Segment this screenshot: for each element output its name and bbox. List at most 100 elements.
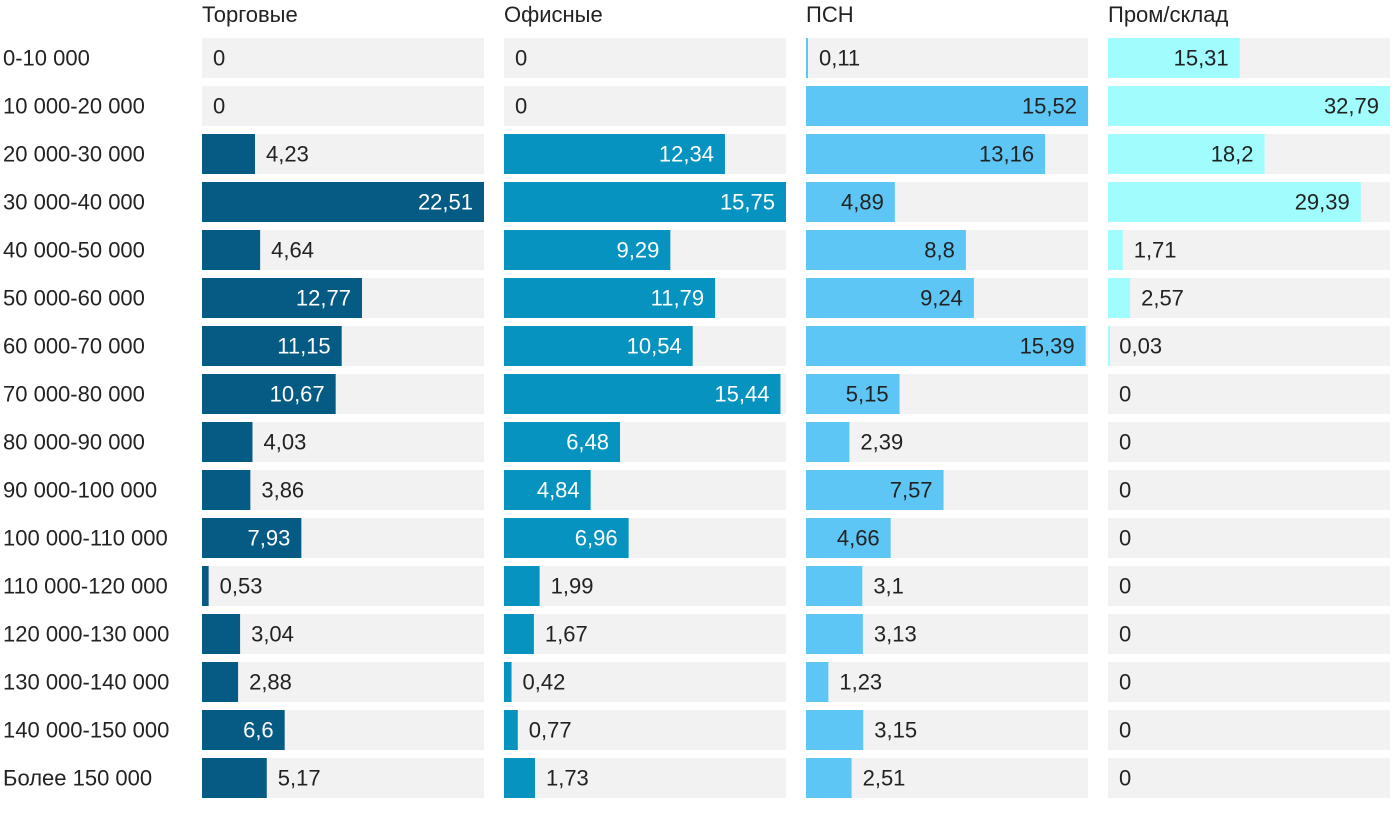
bar-track: [1108, 518, 1390, 558]
value-label: 0: [1119, 478, 1131, 503]
bar-track: [806, 38, 1088, 78]
value-label: 9,29: [617, 238, 660, 263]
bar-track: [504, 86, 786, 126]
value-label: 2,39: [860, 430, 903, 455]
bar: [806, 182, 895, 222]
value-label: 2,57: [1141, 286, 1184, 311]
category-label: 0-10 000: [3, 46, 90, 71]
bar-track: [202, 614, 484, 654]
bar-track: [504, 710, 786, 750]
category-label: 50 000-60 000: [3, 286, 145, 311]
bar: [504, 182, 786, 222]
value-label: 13,16: [979, 142, 1034, 167]
value-label: 4,64: [271, 238, 314, 263]
bar: [504, 134, 725, 174]
bar: [202, 710, 285, 750]
category-label: 40 000-50 000: [3, 238, 145, 263]
bar: [1108, 230, 1123, 270]
bar: [504, 470, 591, 510]
bar: [806, 758, 852, 798]
value-label: 15,44: [714, 382, 769, 407]
bar: [202, 566, 209, 606]
bar: [806, 134, 1046, 174]
value-label: 1,71: [1134, 238, 1177, 263]
value-label: 0: [1119, 766, 1131, 791]
bar: [806, 38, 808, 78]
value-label: 0: [1119, 430, 1131, 455]
value-label: 0: [515, 46, 527, 71]
value-label: 7,93: [248, 526, 291, 551]
bar: [504, 374, 781, 414]
value-label: 11,79: [651, 286, 704, 311]
value-label: 18,2: [1211, 142, 1254, 167]
bar: [806, 662, 829, 702]
value-label: 6,96: [575, 526, 618, 551]
bar-track: [504, 758, 786, 798]
bar: [504, 422, 621, 462]
bar: [806, 326, 1086, 366]
category-label: Более 150 000: [3, 766, 152, 791]
bar-track: [806, 662, 1088, 702]
value-label: 6,48: [566, 430, 609, 455]
value-label: 1,23: [839, 670, 882, 695]
bar-track: [1108, 470, 1390, 510]
value-label: 3,04: [251, 622, 294, 647]
category-label: 140 000-150 000: [3, 718, 169, 743]
bar-track: [1108, 566, 1390, 606]
bar: [806, 422, 850, 462]
panel-title: Торговые: [202, 2, 298, 27]
category-label: 70 000-80 000: [3, 382, 145, 407]
value-label: 22,51: [418, 190, 473, 215]
category-label: 30 000-40 000: [3, 190, 145, 215]
value-label: 0: [1119, 526, 1131, 551]
value-label: 11,15: [277, 334, 330, 359]
bar-track: [806, 758, 1088, 798]
value-label: 3,13: [874, 622, 917, 647]
bar: [202, 374, 336, 414]
bar-track: [1108, 710, 1390, 750]
bar: [1108, 134, 1265, 174]
bar: [504, 518, 629, 558]
bar: [202, 422, 253, 462]
value-label: 10,67: [270, 382, 325, 407]
value-label: 15,31: [1174, 46, 1229, 71]
bar: [1108, 182, 1361, 222]
bar: [202, 470, 251, 510]
bar: [202, 758, 267, 798]
value-label: 0,53: [220, 574, 263, 599]
bar: [202, 518, 302, 558]
value-label: 32,79: [1324, 94, 1379, 119]
bar-track: [202, 566, 484, 606]
value-label: 5,17: [278, 766, 321, 791]
bar-track: [504, 662, 786, 702]
category-label: 20 000-30 000: [3, 142, 145, 167]
bar: [202, 326, 342, 366]
bar: [504, 758, 535, 798]
value-label: 0,77: [529, 718, 572, 743]
value-label: 0: [213, 94, 225, 119]
bar: [806, 374, 900, 414]
bar: [806, 86, 1088, 126]
bar: [202, 662, 239, 702]
value-label: 0: [1119, 622, 1131, 647]
value-label: 0: [1119, 574, 1131, 599]
bar: [202, 230, 261, 270]
category-label: 100 000-110 000: [3, 526, 168, 551]
category-label: 120 000-130 000: [3, 622, 169, 647]
bar-track: [806, 422, 1088, 462]
bar: [806, 470, 944, 510]
value-label: 0: [213, 46, 225, 71]
bar: [806, 614, 863, 654]
bar: [504, 710, 518, 750]
value-label: 4,23: [266, 142, 309, 167]
bar: [202, 614, 241, 654]
bar-track: [504, 566, 786, 606]
bar: [504, 278, 716, 318]
value-label: 12,77: [296, 286, 351, 311]
bar: [504, 230, 671, 270]
bar: [806, 230, 966, 270]
bar: [806, 518, 891, 558]
bar-track: [1108, 278, 1390, 318]
value-label: 0: [1119, 718, 1131, 743]
